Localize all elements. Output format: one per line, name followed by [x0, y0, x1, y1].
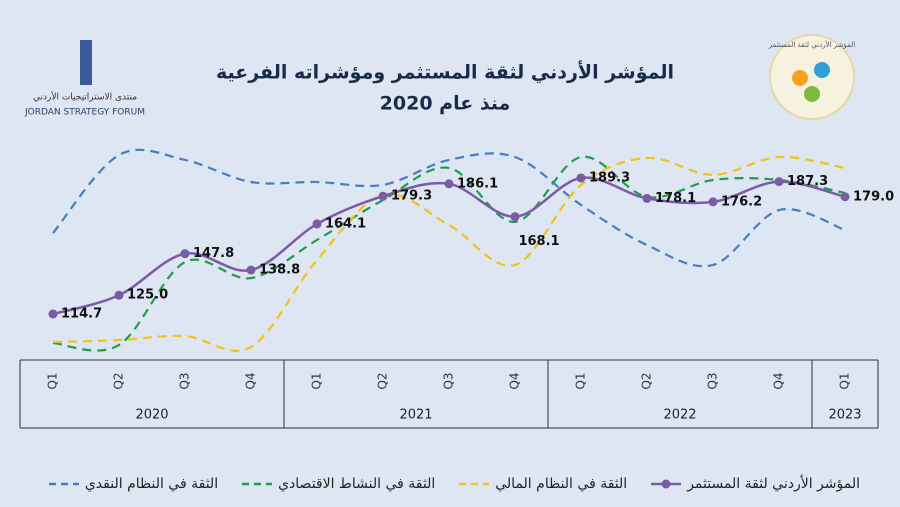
- data-label: 114.7: [61, 306, 102, 321]
- x-tick-label: Q2: [112, 372, 126, 389]
- chart-subtitle: منذ عام 2020: [380, 93, 511, 115]
- legend: المؤشر الأردني لثقة المستثمر الثقة في الن…: [47, 476, 860, 492]
- legend-item: المؤشر الأردني لثقة المستثمر: [649, 476, 860, 492]
- data-label: 186.1: [457, 176, 498, 191]
- data-label: 179.0: [853, 189, 894, 204]
- data-point: [48, 309, 58, 319]
- data-point: [246, 265, 256, 275]
- jsf-logo: منتدى الاستراتيجيات الأردني JORDAN STRAT…: [24, 40, 145, 118]
- x-tick-label: Q4: [772, 372, 786, 389]
- x-group-label: 2023: [828, 408, 861, 423]
- data-label: 164.1: [325, 216, 366, 231]
- data-point: [444, 179, 454, 189]
- index-logo-text: المؤشر الأردني لثقة المستثمر: [768, 40, 855, 49]
- x-tick-label: Q2: [376, 372, 390, 389]
- data-point: [576, 173, 586, 183]
- data-label: 147.8: [193, 246, 234, 261]
- x-tick-label: Q1: [310, 372, 324, 389]
- data-label: 187.3: [787, 174, 828, 189]
- data-point: [510, 212, 520, 222]
- data-point: [840, 192, 850, 202]
- data-label: 178.1: [655, 191, 696, 206]
- legend-label: الثقة في النشاط الاقتصادي: [278, 476, 436, 492]
- data-label: 125.0: [127, 288, 168, 303]
- data-point: [774, 177, 784, 187]
- data-label: 176.2: [721, 194, 762, 209]
- x-tick-label: Q1: [574, 372, 588, 389]
- data-label: 189.3: [589, 170, 630, 185]
- series-line: [52, 155, 846, 352]
- data-label: 179.3: [391, 189, 432, 204]
- x-tick-label: Q1: [46, 372, 60, 389]
- data-point: [642, 193, 652, 203]
- index-logo: المؤشر الأردني لثقة المستثمر: [768, 34, 855, 120]
- data-point: [180, 249, 190, 259]
- legend-item: الثقة في النشاط الاقتصادي: [240, 476, 435, 492]
- x-group-label: 2021: [399, 408, 432, 423]
- x-tick-label: Q3: [178, 372, 192, 389]
- legend-swatch: [651, 479, 682, 489]
- data-label: 138.8: [259, 263, 300, 278]
- legend-label: الثقة في النظام المالي: [495, 476, 628, 492]
- x-group-label: 2022: [663, 408, 696, 423]
- data-point: [708, 197, 718, 207]
- legend-dot: [661, 479, 671, 489]
- data-point: [378, 191, 388, 201]
- data-point: [114, 290, 124, 300]
- x-tick-label: Q1: [838, 372, 852, 389]
- data-label: 168.1: [518, 234, 559, 249]
- x-tick-label: Q4: [508, 372, 522, 389]
- legend-label: الثقة في النظام النقدي: [84, 476, 219, 492]
- legend-label: المؤشر الأردني لثقة المستثمر: [687, 476, 860, 492]
- legend-swatch: [48, 482, 79, 486]
- data-point: [312, 219, 322, 229]
- legend-swatch: [459, 482, 490, 486]
- x-tick-label: Q3: [706, 372, 720, 389]
- legend-swatch: [242, 482, 273, 486]
- brand-name-en: JORDAN STRATEGY FORUM: [24, 108, 145, 118]
- series-line: [52, 148, 846, 268]
- x-tick-label: Q4: [244, 372, 258, 389]
- chart-title: المؤشر الأردني لثقة المستثمر ومؤشراته ال…: [216, 61, 674, 84]
- legend-item: الثقة في النظام المالي: [457, 476, 627, 492]
- legend-item: الثقة في النظام النقدي: [47, 476, 218, 492]
- brand-name-ar: منتدى الاستراتيجيات الأردني: [33, 91, 137, 103]
- x-group-label: 2020: [135, 408, 168, 423]
- x-tick-label: Q3: [442, 372, 456, 389]
- x-tick-label: Q2: [640, 372, 654, 389]
